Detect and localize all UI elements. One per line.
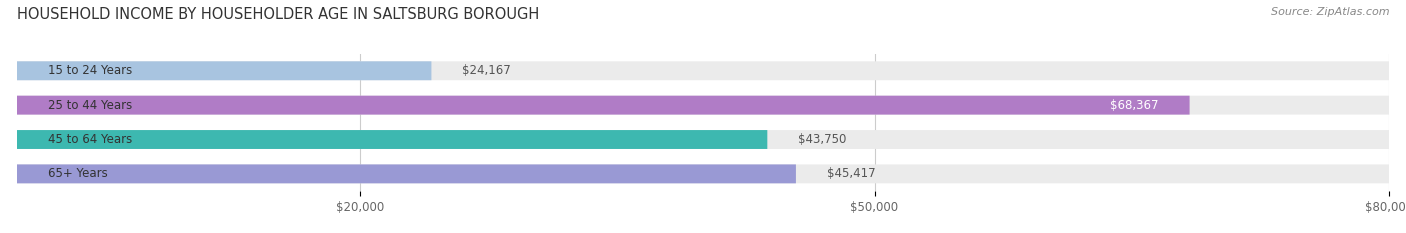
Text: 15 to 24 Years: 15 to 24 Years [48, 64, 132, 77]
FancyBboxPatch shape [17, 130, 1389, 149]
Text: HOUSEHOLD INCOME BY HOUSEHOLDER AGE IN SALTSBURG BOROUGH: HOUSEHOLD INCOME BY HOUSEHOLDER AGE IN S… [17, 7, 538, 22]
FancyBboxPatch shape [17, 96, 1189, 115]
Text: $43,750: $43,750 [799, 133, 846, 146]
Text: $24,167: $24,167 [463, 64, 510, 77]
Text: $45,417: $45,417 [827, 167, 876, 180]
Text: 25 to 44 Years: 25 to 44 Years [48, 99, 132, 112]
FancyBboxPatch shape [17, 61, 1389, 80]
Text: Source: ZipAtlas.com: Source: ZipAtlas.com [1271, 7, 1389, 17]
FancyBboxPatch shape [17, 96, 1389, 115]
FancyBboxPatch shape [17, 164, 796, 183]
Text: 65+ Years: 65+ Years [48, 167, 107, 180]
Text: 45 to 64 Years: 45 to 64 Years [48, 133, 132, 146]
FancyBboxPatch shape [17, 164, 1389, 183]
FancyBboxPatch shape [17, 61, 432, 80]
FancyBboxPatch shape [17, 130, 768, 149]
Text: $68,367: $68,367 [1111, 99, 1159, 112]
